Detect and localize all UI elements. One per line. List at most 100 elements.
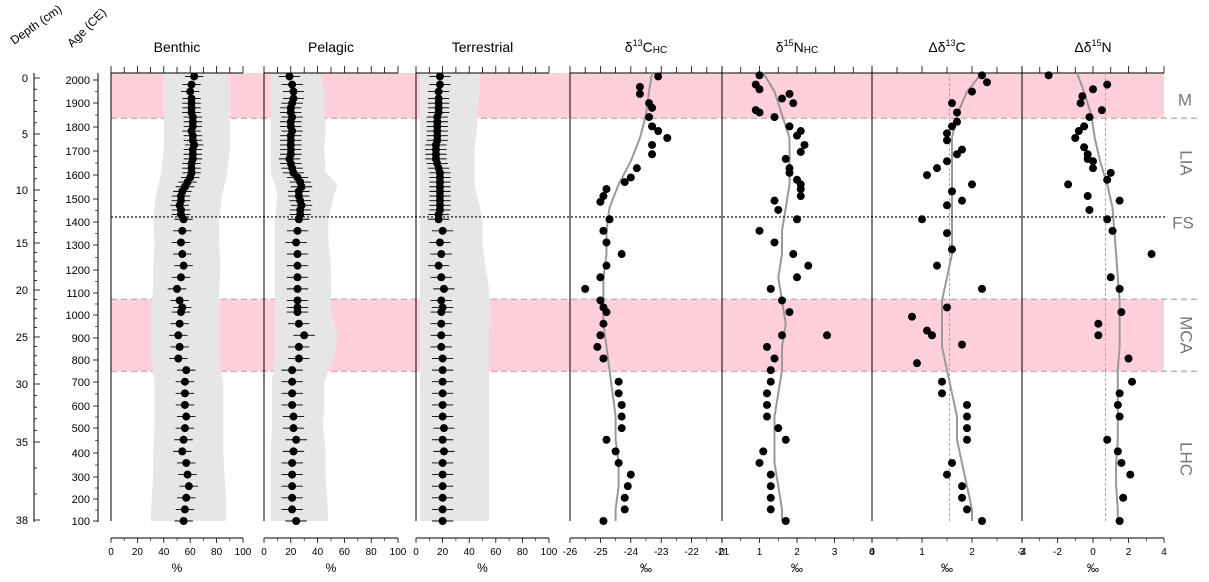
- data-point: [1044, 71, 1053, 80]
- data-point: [766, 482, 775, 491]
- data-point: [182, 366, 191, 375]
- panel-1: 0 20 40 60 80 100%: [261, 66, 407, 575]
- data-point: [179, 435, 188, 444]
- data-point: [796, 192, 805, 201]
- data-point: [763, 342, 771, 351]
- data-point: [928, 331, 936, 340]
- age-tick-label: 900: [72, 333, 90, 345]
- depth-tick-label: 35: [16, 437, 28, 449]
- data-point: [179, 261, 188, 270]
- data-point: [617, 424, 626, 433]
- data-point: [1071, 133, 1080, 142]
- data-point: [933, 261, 941, 270]
- data-point: [614, 458, 623, 467]
- data-point: [1108, 226, 1117, 235]
- data-point: [187, 80, 196, 89]
- x-tick-label: 100: [541, 547, 558, 558]
- data-point: [778, 94, 786, 103]
- data-point: [648, 140, 657, 149]
- data-point: [759, 447, 768, 456]
- data-point: [285, 72, 294, 81]
- data-point: [963, 412, 971, 421]
- data-point: [294, 354, 303, 363]
- data-point: [943, 157, 951, 166]
- data-point: [1097, 106, 1106, 115]
- x-tick-label: 0: [869, 547, 875, 558]
- data-point: [599, 319, 608, 328]
- data-point: [190, 72, 199, 81]
- data-point: [943, 470, 951, 479]
- data-point: [178, 250, 187, 259]
- data-point: [948, 99, 956, 108]
- data-point: [766, 493, 775, 502]
- x-tick-label: -2: [1053, 547, 1062, 558]
- depth-tick-label: 5: [22, 129, 28, 141]
- x-tick-label: -25: [593, 547, 608, 558]
- data-point: [174, 331, 183, 340]
- age-tick-label: 1700: [66, 146, 90, 158]
- data-point: [288, 80, 297, 89]
- data-point: [632, 164, 641, 173]
- data-point: [983, 78, 991, 87]
- data-point: [1080, 143, 1089, 152]
- data-point: [182, 493, 191, 502]
- data-point: [923, 171, 931, 180]
- depth-tick-label: 30: [16, 379, 28, 391]
- data-point: [602, 261, 611, 270]
- x-tick-label: 3: [832, 547, 838, 558]
- data-point: [438, 493, 447, 502]
- data-point: [763, 400, 771, 409]
- data-point: [1128, 377, 1137, 386]
- panel-3: -26 -25 -24 -23 -22 -21 ‰: [563, 66, 730, 575]
- data-point: [774, 205, 783, 214]
- depth-tick-label: 38: [16, 515, 28, 527]
- data-point: [958, 196, 966, 205]
- x-axis-label: ‰: [941, 561, 953, 575]
- data-point: [438, 412, 447, 421]
- data-point: [174, 354, 183, 363]
- data-point: [1074, 127, 1083, 136]
- data-point: [175, 342, 184, 351]
- trend-line: [1076, 72, 1121, 521]
- data-point: [1117, 458, 1126, 467]
- data-point: [963, 400, 971, 409]
- data-point: [1117, 308, 1126, 317]
- x-tick-label: 80: [366, 547, 378, 558]
- depth-tick-label: 0: [22, 73, 28, 85]
- data-point: [292, 517, 301, 525]
- x-tick-label: 100: [235, 547, 252, 558]
- depth-tick-label: 10: [16, 185, 28, 197]
- x-tick-label: -26: [563, 547, 578, 558]
- data-point: [599, 517, 608, 525]
- age-tick-label: 1400: [66, 217, 90, 229]
- data-point: [620, 178, 629, 187]
- data-point: [785, 168, 794, 177]
- data-point: [602, 185, 611, 194]
- data-point: [1126, 470, 1135, 479]
- data-point: [1113, 400, 1122, 409]
- x-tick-label: 2: [794, 547, 800, 558]
- panel-2: 0 20 40 60 80 100%: [413, 66, 558, 575]
- data-point: [596, 197, 605, 206]
- data-point: [180, 389, 189, 398]
- data-point: [435, 238, 444, 247]
- zone-label-fs: FS: [1172, 213, 1194, 232]
- data-point: [596, 273, 605, 282]
- panel-title: δ13CHC: [625, 38, 667, 56]
- data-point: [1115, 412, 1124, 421]
- data-point: [599, 226, 608, 235]
- zone-label-m: M: [1178, 90, 1192, 109]
- data-point: [178, 447, 187, 456]
- data-point: [437, 273, 446, 282]
- data-point: [617, 400, 626, 409]
- data-point: [1106, 168, 1115, 177]
- data-point: [617, 412, 626, 421]
- data-point: [781, 154, 790, 163]
- data-point: [663, 133, 672, 142]
- data-point: [293, 296, 302, 305]
- data-point: [289, 447, 298, 456]
- data-point: [437, 342, 446, 351]
- panel-title: δ15NHC: [776, 38, 818, 56]
- panel-0: 0 20 40 60 80 100%: [108, 66, 252, 575]
